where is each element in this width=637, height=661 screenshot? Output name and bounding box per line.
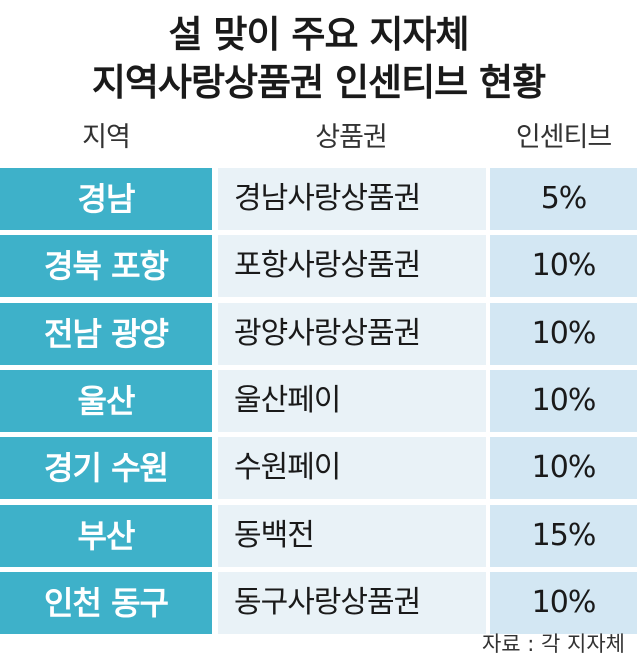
- column-header: 지역: [82, 122, 131, 153]
- voucher-cell: 포항사랑상품권: [218, 235, 486, 298]
- voucher-cell: 동구사랑상품권: [218, 571, 486, 634]
- incentive-cell: 15%: [490, 504, 637, 567]
- incentive-cell: 10%: [490, 571, 637, 634]
- region-cell: 전남 광양: [0, 302, 212, 365]
- region-cell: 인천 동구: [0, 571, 212, 634]
- incentive-cell: 10%: [490, 235, 637, 298]
- voucher-cell: 울산페이: [218, 369, 486, 432]
- source-note: 자료 : 각 지자체: [481, 632, 625, 656]
- voucher-cell: 경남사랑상품권: [218, 168, 486, 230]
- incentive-cell: 10%: [490, 437, 637, 500]
- voucher-cell: 동백전: [218, 504, 486, 567]
- voucher-cell: 광양사랑상품권: [218, 302, 486, 365]
- title-line: 설 맞이 주요 지자체: [168, 13, 470, 56]
- column-header: 인센티브: [515, 122, 612, 153]
- title-line: 지역사랑상품권 인센티브 현황: [91, 61, 546, 104]
- voucher-cell: 수원페이: [218, 437, 486, 500]
- incentive-cell: 10%: [490, 369, 637, 432]
- region-cell: 부산: [0, 504, 212, 567]
- column-header: 상품권: [315, 122, 388, 153]
- region-cell: 경북 포항: [0, 235, 212, 298]
- region-cell: 경기 수원: [0, 437, 212, 500]
- region-cell: 경남: [0, 168, 212, 230]
- incentive-cell: 10%: [490, 302, 637, 365]
- incentive-cell: 5%: [490, 168, 637, 230]
- region-cell: 울산: [0, 369, 212, 432]
